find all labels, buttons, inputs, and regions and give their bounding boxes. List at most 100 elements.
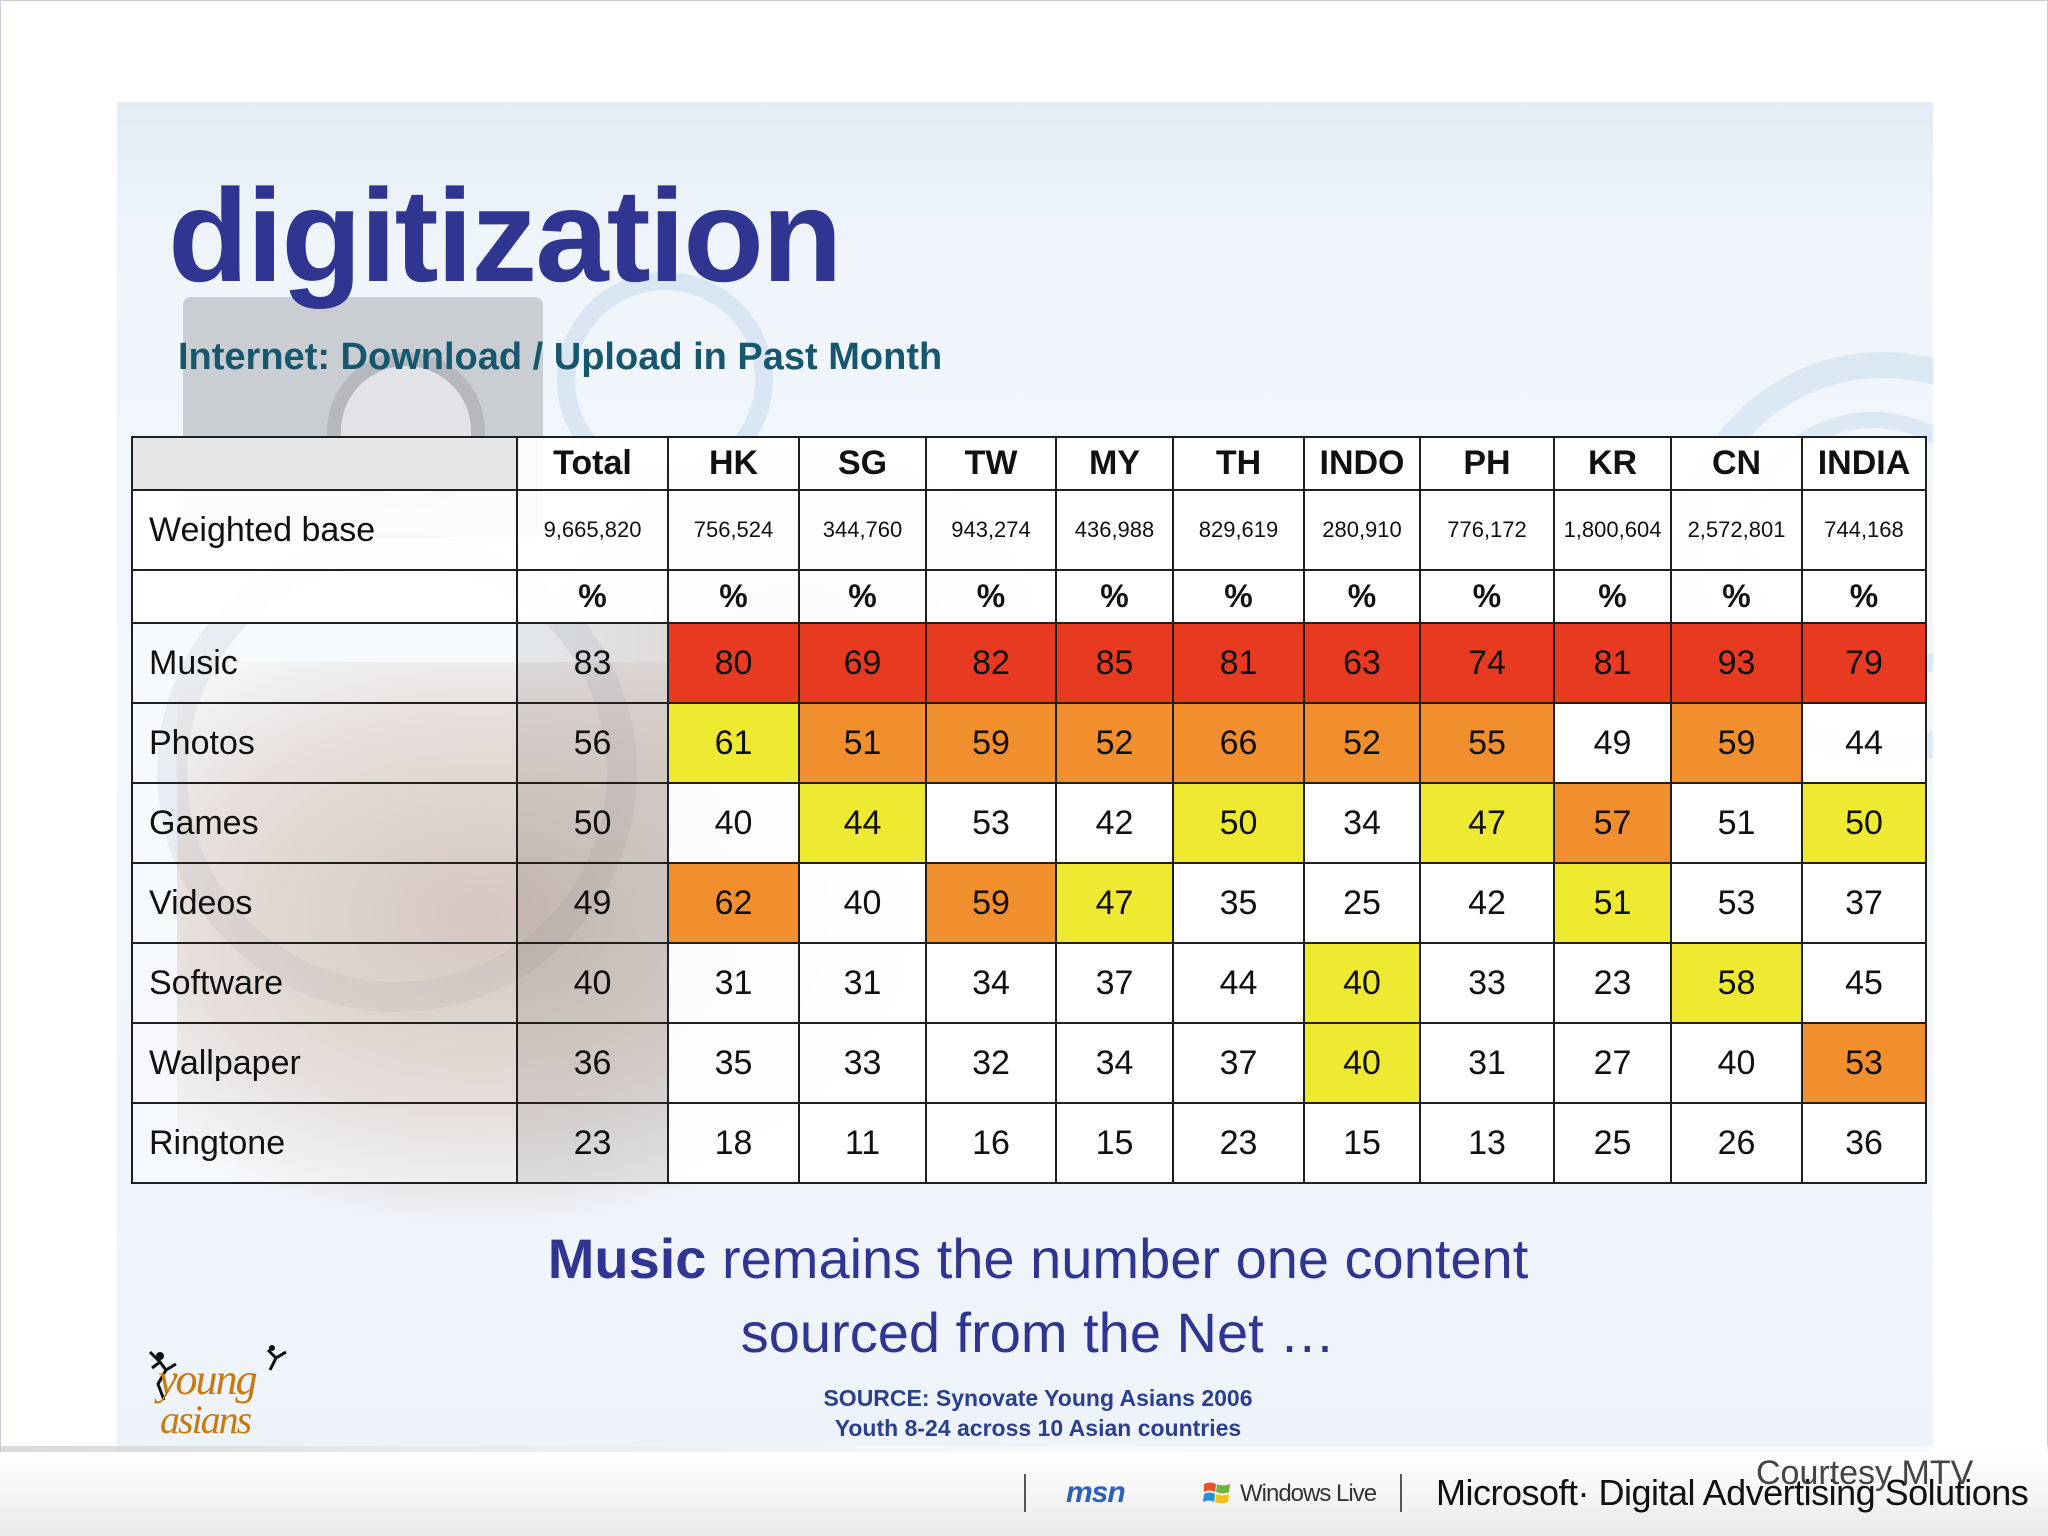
windows-flag-icon bbox=[1203, 1482, 1230, 1504]
table-cell: 52 bbox=[1303, 702, 1421, 784]
table-cell: 15 bbox=[1055, 1102, 1174, 1184]
table-cell: 53 bbox=[1670, 862, 1803, 944]
weighted-base-cell: 776,172 bbox=[1419, 489, 1555, 571]
table-cell: 55 bbox=[1419, 702, 1555, 784]
table-cell: 35 bbox=[1172, 862, 1305, 944]
source-line2: Youth 8-24 across 10 Asian countries bbox=[834, 1415, 1242, 1441]
column-header: INDIA bbox=[1801, 436, 1927, 491]
table-cell: 66 bbox=[1172, 702, 1305, 784]
percent-unit-cell: % bbox=[516, 569, 669, 624]
table-cell: 81 bbox=[1553, 622, 1672, 704]
table-row: Software 40 31 31 34 37 44 40 33 23 58 45 bbox=[131, 942, 1927, 1024]
table-cell: 15 bbox=[1303, 1102, 1421, 1184]
table-cell: 32 bbox=[925, 1022, 1057, 1104]
percent-unit-cell: % bbox=[925, 569, 1057, 624]
courtesy-note: Courtesy MTV bbox=[1756, 1454, 1974, 1492]
table-cell: 25 bbox=[1303, 862, 1421, 944]
column-header: Total bbox=[516, 436, 669, 491]
percent-row-label bbox=[131, 569, 518, 624]
table-cell: 80 bbox=[667, 622, 800, 704]
table-row: Photos 56 61 51 59 52 66 52 55 49 59 44 bbox=[131, 702, 1927, 784]
weighted-base-cell: 829,619 bbox=[1172, 489, 1305, 571]
caption-line2: sourced from the Net … bbox=[740, 1301, 1336, 1364]
row-label: Games bbox=[131, 782, 518, 864]
table-cell: 23 bbox=[516, 1102, 669, 1184]
table-cell: 25 bbox=[1553, 1102, 1672, 1184]
table-cell: 59 bbox=[925, 702, 1057, 784]
table-cell: 23 bbox=[1553, 942, 1672, 1024]
table-cell: 44 bbox=[1801, 702, 1927, 784]
weighted-base-cell: 1,800,604 bbox=[1553, 489, 1672, 571]
table-cell: 59 bbox=[1670, 702, 1803, 784]
table-cell: 37 bbox=[1801, 862, 1927, 944]
table-cell: 50 bbox=[516, 782, 669, 864]
percent-unit-cell: % bbox=[1055, 569, 1174, 624]
table-cell: 40 bbox=[1303, 1022, 1421, 1104]
table-cell: 42 bbox=[1419, 862, 1555, 944]
footer-separator bbox=[1024, 1474, 1026, 1512]
column-header: TH bbox=[1172, 436, 1305, 491]
table-cell: 44 bbox=[798, 782, 927, 864]
weighted-base-cell: 280,910 bbox=[1303, 489, 1421, 571]
table-cell: 59 bbox=[925, 862, 1057, 944]
table-cell: 62 bbox=[667, 862, 800, 944]
footer-separator bbox=[1400, 1474, 1402, 1512]
table-cell: 51 bbox=[1670, 782, 1803, 864]
row-label: Photos bbox=[131, 702, 518, 784]
decor-band bbox=[117, 102, 1933, 242]
table-cell: 50 bbox=[1801, 782, 1927, 864]
table-cell: 85 bbox=[1055, 622, 1174, 704]
table-cell: 18 bbox=[667, 1102, 800, 1184]
table-cell: 49 bbox=[1553, 702, 1672, 784]
table-cell: 34 bbox=[1055, 1022, 1174, 1104]
column-header: TW bbox=[925, 436, 1057, 491]
table-cell: 40 bbox=[516, 942, 669, 1024]
row-label: Videos bbox=[131, 862, 518, 944]
table-cell: 79 bbox=[1801, 622, 1927, 704]
column-header: HK bbox=[667, 436, 800, 491]
msn-logo: msn bbox=[1066, 1476, 1126, 1509]
table-cell: 37 bbox=[1172, 1022, 1305, 1104]
table-cell: 27 bbox=[1553, 1022, 1672, 1104]
column-header: PH bbox=[1419, 436, 1555, 491]
percent-unit-cell: % bbox=[1801, 569, 1927, 624]
table-cell: 23 bbox=[1172, 1102, 1305, 1184]
table-row: Wallpaper 36 35 33 32 34 37 40 31 27 40 53 bbox=[131, 1022, 1927, 1104]
slide-subtitle: Internet: Download / Upload in Past Mont… bbox=[178, 336, 943, 378]
microsoft-das-logo: Microsoft· Digital Advertising Solutions bbox=[1436, 1472, 2029, 1513]
percent-unit-cell: % bbox=[667, 569, 800, 624]
logo-line2: asians bbox=[160, 1397, 252, 1442]
table-cell: 83 bbox=[516, 622, 669, 704]
column-header: KR bbox=[1553, 436, 1672, 491]
windows-live-logo: Windows Live bbox=[1240, 1480, 1377, 1507]
row-label: Wallpaper bbox=[131, 1022, 518, 1104]
table-cell: 35 bbox=[667, 1022, 800, 1104]
weighted-base-cell: 943,274 bbox=[925, 489, 1057, 571]
weighted-base-cell: 9,665,820 bbox=[516, 489, 669, 571]
percent-unit-cell: % bbox=[1172, 569, 1305, 624]
table-row: Ringtone 23 18 11 16 15 23 15 13 25 26 36 bbox=[131, 1102, 1927, 1184]
percent-unit-cell: % bbox=[1419, 569, 1555, 624]
table-cell: 11 bbox=[798, 1102, 927, 1184]
column-header: INDO bbox=[1303, 436, 1421, 491]
weighted-base-row: Weighted base 9,665,820 756,524 344,760 943… bbox=[131, 489, 1927, 571]
table-cell: 37 bbox=[1055, 942, 1174, 1024]
table-cell: 74 bbox=[1419, 622, 1555, 704]
table-cell: 45 bbox=[1801, 942, 1927, 1024]
column-header: CN bbox=[1670, 436, 1803, 491]
row-label: Software bbox=[131, 942, 518, 1024]
table-cell: 69 bbox=[798, 622, 927, 704]
table-cell: 52 bbox=[1055, 702, 1174, 784]
table-cell: 93 bbox=[1670, 622, 1803, 704]
table-cell: 31 bbox=[1419, 1022, 1555, 1104]
percent-unit-cell: % bbox=[1553, 569, 1672, 624]
table-cell: 56 bbox=[516, 702, 669, 784]
table-cell: 33 bbox=[1419, 942, 1555, 1024]
table-cell: 82 bbox=[925, 622, 1057, 704]
table-cell: 36 bbox=[516, 1022, 669, 1104]
percent-unit-row: %%%%%%%%%%% bbox=[131, 569, 1927, 624]
table-cell: 40 bbox=[1303, 942, 1421, 1024]
weighted-base-cell: 344,760 bbox=[798, 489, 927, 571]
table-cell: 16 bbox=[925, 1102, 1057, 1184]
table-cell: 36 bbox=[1801, 1102, 1927, 1184]
